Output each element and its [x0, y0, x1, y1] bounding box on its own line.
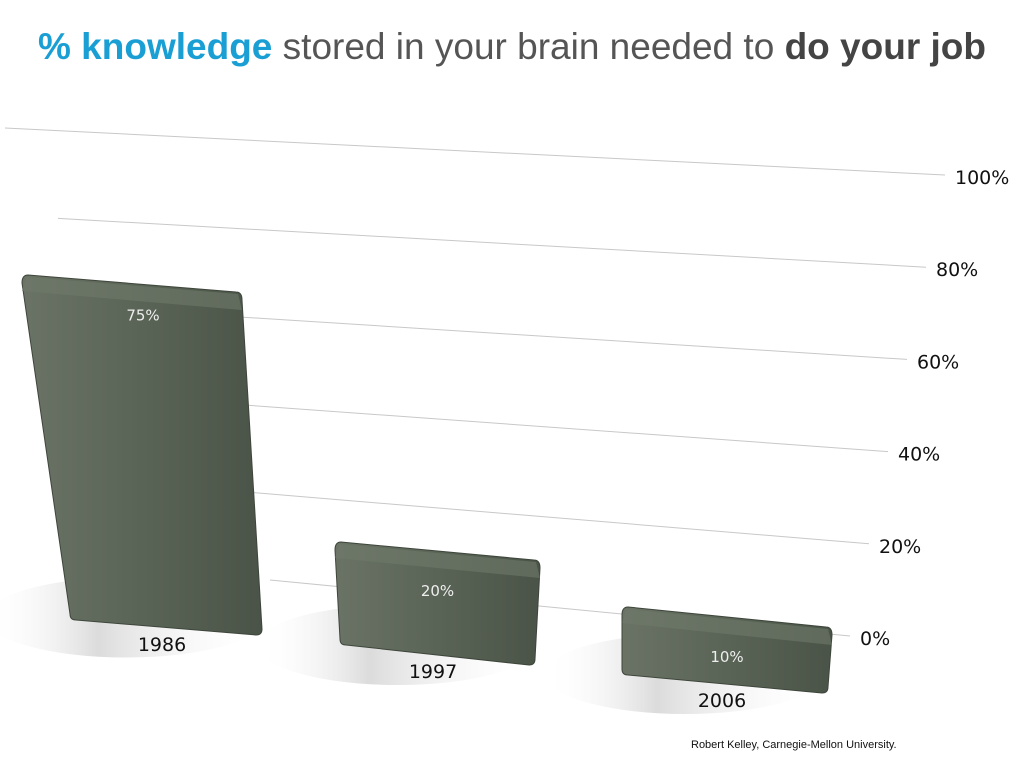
bar-top-face: [622, 609, 832, 645]
gridline: [4, 127, 946, 176]
gridline: [110, 308, 908, 360]
bar-top-face: [335, 544, 540, 578]
gridline: [163, 398, 889, 453]
y-tick-label: 80%: [936, 259, 978, 281]
y-tick-label: 0%: [860, 628, 890, 650]
gridline: [57, 217, 927, 268]
title-middle: stored in your brain needed to: [272, 26, 785, 67]
y-tick-label: 20%: [879, 536, 921, 558]
data-label: 10%: [710, 648, 743, 666]
source-credit: Robert Kelley, Carnegie-Mellon Universit…: [691, 739, 897, 751]
gridline: [216, 489, 870, 545]
title-bold: do your job: [784, 26, 986, 67]
x-tick-label: 1997: [409, 661, 457, 683]
x-tick-label: 2006: [698, 690, 746, 712]
data-label: 20%: [421, 582, 454, 600]
title-highlight: % knowledge: [38, 26, 273, 67]
y-tick-label: 100%: [955, 167, 1009, 189]
bar-1986: [21, 274, 263, 636]
y-tick-label: 60%: [917, 351, 959, 373]
bar-top-face: [22, 277, 242, 310]
data-label: 75%: [126, 307, 159, 325]
x-tick-label: 1986: [138, 634, 186, 656]
chart-title: % knowledge stored in your brain needed …: [0, 26, 1024, 68]
y-tick-label: 40%: [898, 444, 940, 466]
